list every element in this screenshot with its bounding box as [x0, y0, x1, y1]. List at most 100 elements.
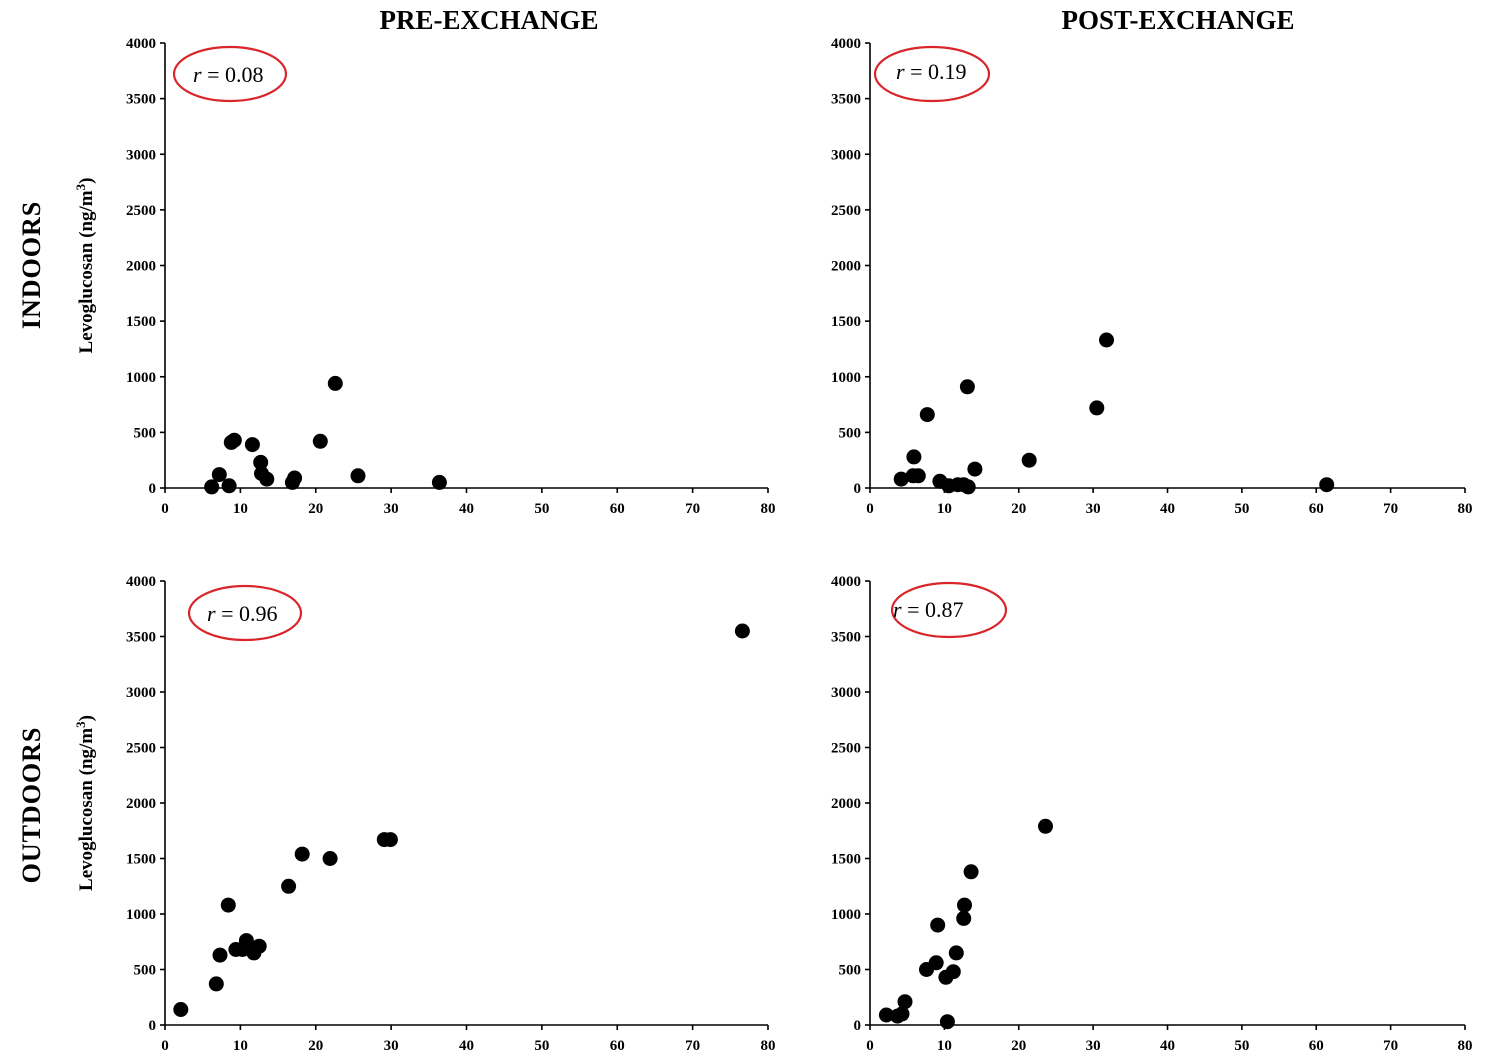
x-tick-label: 80 — [1458, 1038, 1473, 1054]
panel-indoors-post-exchange: 0 500 1000 1500 2000 2500 3000 3500 4000 0 10 20 30 4… — [831, 36, 1473, 517]
y-tick-label: 0 — [149, 481, 157, 497]
y-tick-label: 4000 — [126, 574, 156, 590]
x-tick-label: 60 — [610, 501, 625, 517]
y-tick-label: 3500 — [126, 92, 156, 108]
x-tick-label: 30 — [1086, 501, 1101, 517]
data-point — [945, 964, 961, 980]
data-point — [1089, 400, 1105, 416]
y-tick-label: 1000 — [831, 907, 861, 923]
x-tick-label: 10 — [233, 1038, 248, 1054]
y-tick-label: 500 — [839, 425, 862, 441]
data-point — [878, 1007, 894, 1023]
y-tick-label: 0 — [854, 1018, 862, 1034]
y-tick-label: 3000 — [831, 147, 861, 163]
x-tick-label: 30 — [384, 501, 399, 517]
y-tick-label: 2000 — [126, 259, 156, 275]
x-tick-label: 50 — [534, 501, 549, 517]
data-point — [226, 432, 242, 448]
y-tick-label: 0 — [854, 481, 862, 497]
y-tick-label: 2500 — [126, 741, 156, 757]
x-tick-label: 80 — [1458, 501, 1473, 517]
correlation-label: r = 0.87 — [893, 597, 963, 622]
x-tick-label: 0 — [161, 1038, 169, 1054]
correlation-highlight-oval — [172, 45, 288, 103]
x-tick-label: 10 — [937, 501, 952, 517]
data-point — [939, 1014, 955, 1030]
data-point — [893, 471, 909, 487]
panel-outdoors-pre-exchange: 0 500 1000 1500 2000 2500 3000 3500 4000 0 10 20 30 4… — [73, 574, 776, 1054]
data-point — [212, 947, 228, 963]
y-tick-label: 1500 — [831, 314, 861, 330]
data-point — [251, 938, 267, 954]
y-tick-label: 3000 — [831, 685, 861, 701]
x-tick-label: 20 — [308, 501, 323, 517]
y-tick-label: 3500 — [831, 92, 861, 108]
y-tick-label: 2000 — [126, 796, 156, 812]
x-tick-label: 70 — [1383, 501, 1398, 517]
data-point — [281, 878, 297, 894]
x-tick-label: 60 — [1309, 1038, 1324, 1054]
data-point — [1099, 332, 1114, 348]
column-title-post-exchange: POST-EXCHANGE — [1061, 5, 1294, 35]
x-tick-label: 50 — [1234, 1038, 1249, 1054]
x-tick-label: 40 — [1160, 1038, 1175, 1054]
data-point — [1319, 477, 1335, 493]
y-tick-label: 2500 — [831, 203, 861, 219]
data-point — [928, 955, 944, 971]
data-point — [959, 379, 975, 395]
data-point — [312, 433, 328, 449]
data-point — [322, 851, 338, 866]
panel-outdoors-post-exchange: 0 500 1000 1500 2000 2500 3000 3500 4000 0 10 20 30 4… — [831, 574, 1473, 1054]
data-point — [1038, 818, 1053, 834]
x-tick-label: 40 — [1160, 501, 1175, 517]
correlation-label: r = 0.96 — [207, 601, 277, 626]
y-tick-label: 3000 — [126, 147, 156, 163]
data-point — [204, 479, 220, 495]
correlation-highlight-oval — [187, 584, 303, 642]
y-tick-label: 0 — [149, 1018, 157, 1034]
y-tick-label: 3500 — [126, 630, 156, 646]
data-point — [350, 468, 366, 484]
data-point — [957, 897, 972, 913]
x-tick-label: 0 — [866, 501, 874, 517]
y-tick-label: 3000 — [126, 685, 156, 701]
row-label-outdoors: OUTDOORS — [17, 727, 46, 884]
data-point — [910, 468, 926, 484]
y-tick-label: 1500 — [126, 852, 156, 868]
x-tick-label: 40 — [459, 1038, 474, 1054]
data-point — [431, 474, 447, 490]
x-tick-label: 30 — [1086, 1038, 1101, 1054]
data-point — [906, 449, 922, 465]
data-point — [327, 375, 343, 391]
correlation-highlight-oval — [890, 581, 1008, 639]
x-tick-label: 50 — [534, 1038, 549, 1054]
y-tick-label: 2500 — [831, 741, 861, 757]
y-tick-label: 2000 — [831, 259, 861, 275]
column-title-pre-exchange: PRE-EXCHANGE — [379, 5, 598, 35]
data-point — [211, 467, 227, 483]
data-point — [734, 623, 750, 639]
data-point — [956, 910, 972, 926]
x-tick-label: 30 — [384, 1038, 399, 1054]
data-point — [294, 846, 310, 862]
data-point — [244, 437, 260, 453]
x-tick-label: 70 — [685, 1038, 700, 1054]
x-tick-label: 20 — [1011, 1038, 1026, 1054]
x-tick-label: 50 — [1234, 501, 1249, 517]
correlation-label: r = 0.08 — [193, 62, 263, 87]
y-tick-label: 1500 — [831, 852, 861, 868]
y-tick-label: 4000 — [831, 36, 861, 52]
x-tick-label: 0 — [161, 501, 169, 517]
data-point — [967, 461, 983, 477]
x-tick-label: 10 — [937, 1038, 952, 1054]
y-tick-label: 3500 — [831, 630, 861, 646]
data-point — [253, 454, 269, 470]
panel-indoors-pre-exchange: 0 500 1000 1500 2000 2500 3000 3500 4000 0 10 20 30 4… — [73, 36, 776, 517]
x-tick-label: 60 — [1309, 501, 1324, 517]
y-tick-label: 4000 — [831, 574, 861, 590]
x-tick-label: 0 — [866, 1038, 874, 1054]
y-tick-label: 1000 — [126, 907, 156, 923]
x-tick-label: 20 — [308, 1038, 323, 1054]
correlation-label: r = 0.19 — [896, 59, 966, 84]
